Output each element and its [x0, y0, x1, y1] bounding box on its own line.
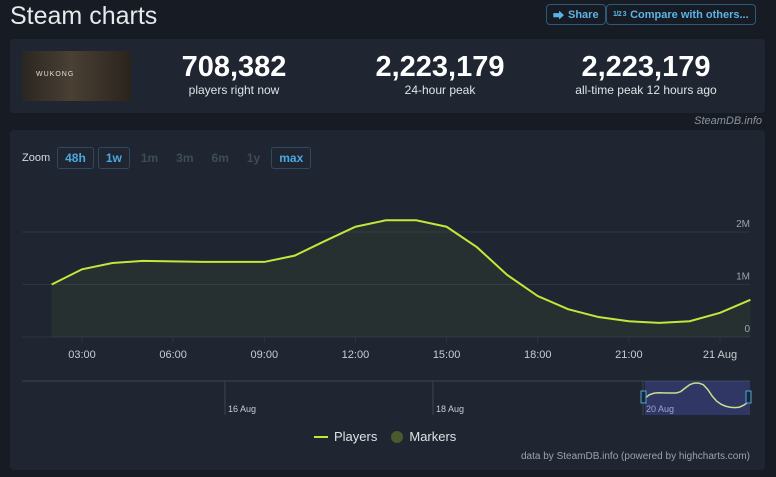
navigator-handle[interactable]: [640, 390, 647, 404]
zoom-6m[interactable]: 6m: [211, 151, 229, 165]
legend-players[interactable]: Players: [334, 429, 378, 444]
x-tick-label: 12:00: [342, 349, 370, 361]
share-icon: ⮕: [553, 9, 564, 22]
x-tick-label: 21 Aug: [703, 349, 737, 361]
x-tick-label: 15:00: [433, 349, 461, 361]
stats-panel: WUKONG 708,382 players right now 2,223,17…: [10, 39, 765, 113]
x-tick-label: 09:00: [251, 349, 279, 361]
zoom-1w[interactable]: 1w: [97, 147, 130, 169]
share-button[interactable]: ⮕ Share: [546, 4, 606, 25]
zoom-48h[interactable]: 48h: [57, 147, 94, 169]
players-line: [51, 219, 751, 324]
zoom-1y[interactable]: 1y: [246, 151, 261, 165]
players-area: [51, 220, 751, 337]
legend-markers[interactable]: Markers: [409, 429, 457, 444]
zoom-1m[interactable]: 1m: [140, 151, 159, 165]
page-title: Steam charts: [10, 2, 158, 30]
stat-current: 708,382 players right now: [181, 51, 287, 97]
y-tick-label: 1M: [736, 272, 750, 283]
steamdb-credit[interactable]: SteamDB.info: [694, 115, 762, 127]
navigator-label: 20 Aug: [646, 404, 674, 414]
navigator-label: 18 Aug: [436, 404, 464, 414]
zoom-label: Zoom: [22, 152, 51, 164]
game-thumbnail[interactable]: WUKONG: [22, 51, 131, 101]
navigator-line: [644, 382, 749, 409]
x-tick-label: 06:00: [159, 349, 187, 361]
chart-legend: Players Markers: [314, 429, 456, 444]
x-tick-label: 21:00: [615, 349, 643, 361]
stat-alltime-peak: 2,223,179 all-time peak 12 hours ago: [575, 51, 717, 97]
zoom-controls: Zoom 48h 1w 1m 3m 6m 1y max: [22, 147, 312, 169]
y-tick-label: 2M: [736, 219, 750, 230]
navigator-handle[interactable]: [745, 390, 752, 404]
y-tick-label: 0: [744, 324, 750, 335]
compare-button[interactable]: 1/2 3 Compare with others...: [606, 4, 756, 25]
compare-icon: 1/2 3: [613, 11, 627, 18]
players-legend-icon: [314, 435, 328, 438]
chart-footer[interactable]: data by SteamDB.info (powered by highcha…: [521, 451, 750, 462]
markers-legend-icon: [391, 430, 404, 443]
zoom-max[interactable]: max: [271, 147, 312, 169]
x-tick-label: 03:00: [68, 349, 96, 361]
navigator-selection[interactable]: [645, 381, 750, 415]
navigator-label: 16 Aug: [228, 404, 256, 414]
x-tick-label: 18:00: [524, 349, 552, 361]
stat-24h-peak: 2,223,179 24-hour peak: [375, 51, 505, 97]
zoom-3m[interactable]: 3m: [176, 151, 194, 165]
chart-panel: [10, 130, 765, 470]
